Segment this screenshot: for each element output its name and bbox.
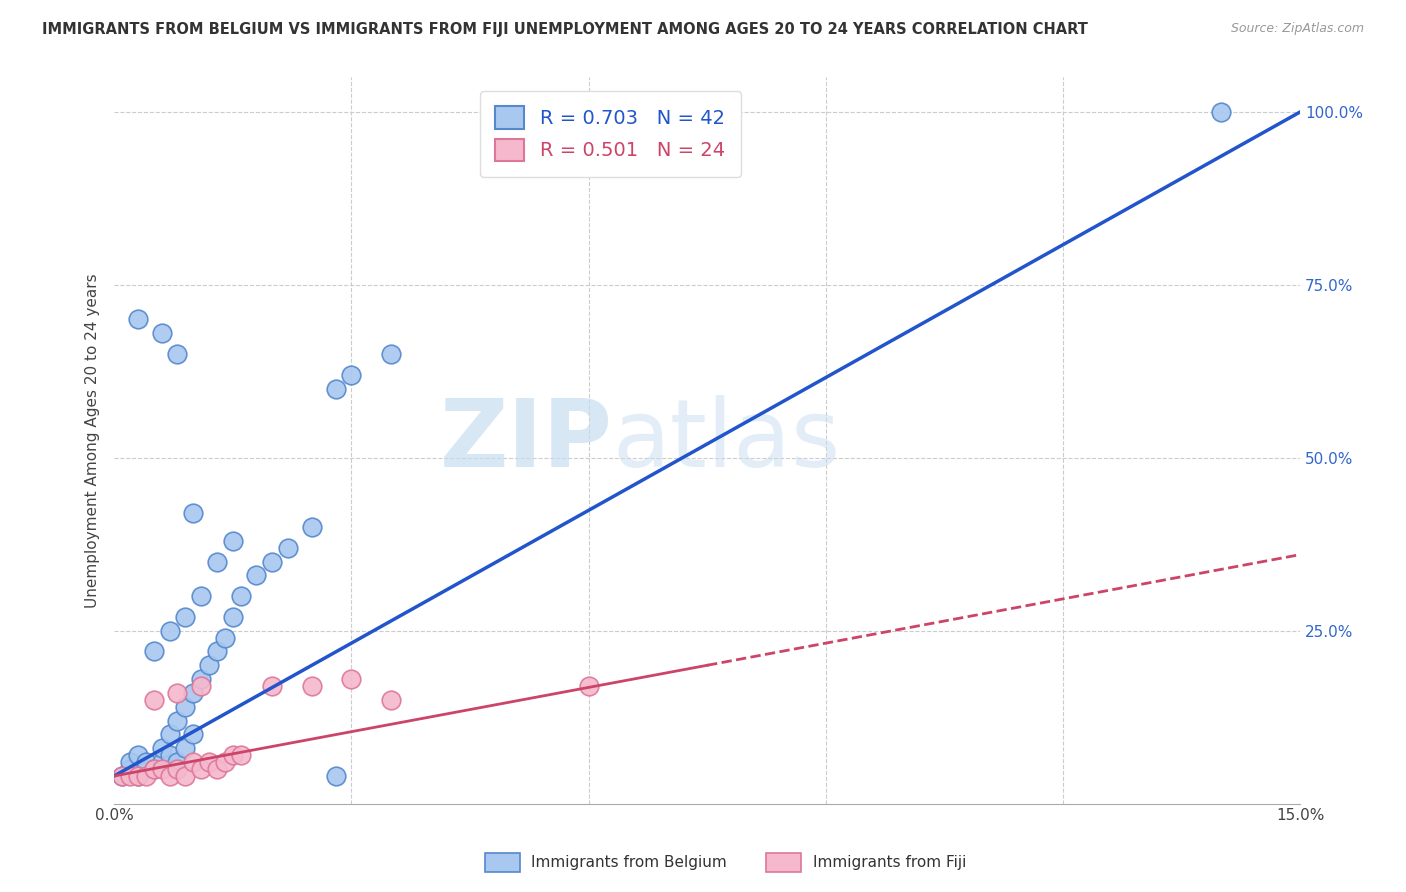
Point: [135, 755, 157, 769]
Point: [142, 693, 165, 707]
Point: [262, 679, 284, 693]
Point: [229, 589, 252, 603]
Text: IMMIGRANTS FROM BELGIUM VS IMMIGRANTS FROM FIJI UNEMPLOYMENT AMONG AGES 20 TO 24: IMMIGRANTS FROM BELGIUM VS IMMIGRANTS FR…: [42, 22, 1088, 37]
Text: atlas: atlas: [612, 394, 841, 486]
Point: [205, 762, 228, 776]
Point: [142, 644, 165, 658]
Point: [166, 686, 188, 700]
Point: [205, 555, 228, 569]
Point: [190, 762, 212, 776]
Point: [118, 769, 141, 783]
Point: [150, 762, 173, 776]
Point: [174, 741, 197, 756]
Point: [262, 555, 284, 569]
Y-axis label: Unemployment Among Ages 20 to 24 years: Unemployment Among Ages 20 to 24 years: [86, 273, 100, 607]
Point: [222, 533, 245, 548]
Point: [150, 755, 173, 769]
Point: [174, 769, 197, 783]
Point: [111, 769, 134, 783]
Point: [166, 762, 188, 776]
Point: [118, 762, 141, 776]
Point: [159, 624, 181, 638]
Point: [181, 506, 204, 520]
Text: ZIP: ZIP: [439, 394, 612, 486]
Point: [214, 755, 236, 769]
Point: [181, 686, 204, 700]
Point: [301, 520, 323, 534]
Point: [229, 748, 252, 763]
Point: [174, 610, 197, 624]
Point: [127, 312, 149, 326]
Point: [325, 769, 347, 783]
Point: [181, 755, 204, 769]
Point: [380, 347, 402, 361]
Text: Immigrants from Fiji: Immigrants from Fiji: [813, 855, 966, 870]
Point: [142, 762, 165, 776]
Point: [190, 672, 212, 686]
Point: [135, 769, 157, 783]
Text: Immigrants from Belgium: Immigrants from Belgium: [531, 855, 727, 870]
Point: [380, 693, 402, 707]
Point: [159, 769, 181, 783]
Point: [166, 347, 188, 361]
Point: [205, 644, 228, 658]
Point: [142, 762, 165, 776]
Point: [190, 679, 212, 693]
Point: [340, 672, 363, 686]
Point: [190, 589, 212, 603]
Point: [325, 382, 347, 396]
Point: [222, 610, 245, 624]
Point: [222, 748, 245, 763]
Point: [181, 727, 204, 741]
Point: [245, 568, 267, 582]
Point: [174, 699, 197, 714]
Point: [301, 679, 323, 693]
Point: [198, 755, 221, 769]
Point: [1209, 105, 1232, 120]
Point: [150, 326, 173, 341]
Point: [159, 748, 181, 763]
Point: [127, 769, 149, 783]
Point: [159, 727, 181, 741]
Point: [127, 748, 149, 763]
Point: [150, 741, 173, 756]
Point: [166, 714, 188, 728]
Text: Source: ZipAtlas.com: Source: ZipAtlas.com: [1230, 22, 1364, 36]
Legend: R = 0.703   N = 42, R = 0.501   N = 24: R = 0.703 N = 42, R = 0.501 N = 24: [479, 91, 741, 177]
Point: [214, 631, 236, 645]
Point: [111, 769, 134, 783]
Point: [578, 679, 600, 693]
Point: [198, 658, 221, 673]
Point: [127, 769, 149, 783]
Point: [166, 755, 188, 769]
Point: [340, 368, 363, 382]
Point: [118, 755, 141, 769]
Point: [277, 541, 299, 555]
